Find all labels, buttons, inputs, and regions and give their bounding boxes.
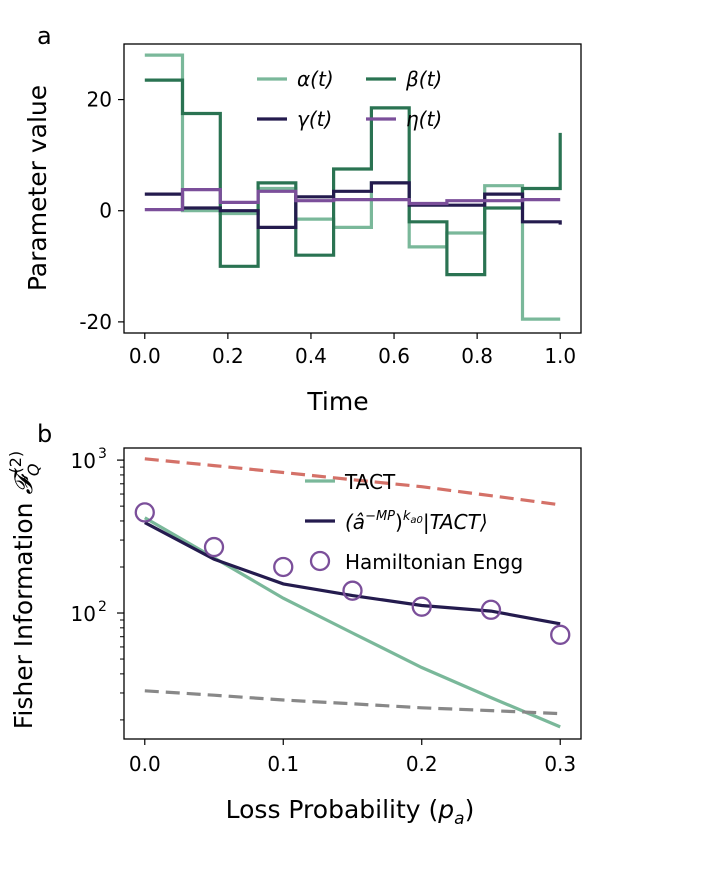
- a-xtick-label: 0.0: [129, 344, 161, 368]
- panel-a-legend: α(t) β(t) γ(t) η(t): [257, 67, 442, 131]
- b-marker-2: [273, 556, 294, 578]
- panel-a-frame: [123, 43, 582, 334]
- a-series-line-3: [144, 188, 561, 212]
- xlabel-text: Loss Probability (: [226, 795, 439, 824]
- xlabel-pa-base: p: [437, 795, 454, 824]
- a-xtick-label: 1.0: [544, 344, 576, 368]
- b-legend-label: (â−MP)ka0|TACT⟩: [345, 509, 488, 534]
- a-legend-label: β(t): [405, 67, 442, 91]
- ylabel-sup: (2): [6, 451, 25, 474]
- a-xtick-label: 0.2: [212, 344, 244, 368]
- panel-a-label: a: [37, 22, 52, 50]
- b-ytick-exponent: 2: [98, 599, 107, 615]
- b-marker-2: [550, 624, 571, 645]
- a-xtick-label: 0.4: [295, 344, 327, 368]
- b-series-line-3: [144, 457, 561, 507]
- b-legend-label: Hamiltonian Engg: [345, 550, 523, 574]
- legend-b-sup1: −MP: [365, 509, 395, 524]
- a-legend-label: η(t): [406, 107, 442, 131]
- b-ytick-exponent: 3: [98, 446, 107, 462]
- b-xtick-label: 0.3: [544, 752, 576, 776]
- panel-a-ylabel: Parameter value: [23, 85, 52, 291]
- b-marker-2: [480, 599, 502, 620]
- b-marker-2: [203, 536, 225, 558]
- b-marker-2: [342, 580, 363, 601]
- a-xtick-label: 0.6: [378, 344, 410, 368]
- a-series-line-2: [144, 181, 562, 229]
- a-ytick-label: 0: [99, 199, 112, 223]
- b-legend-marker: [309, 550, 331, 572]
- b-marker-2: [411, 596, 432, 617]
- a-series-line-1: [144, 78, 562, 277]
- panel-b-legend: TACT (â−MP)ka0|TACT⟩ Hamiltonian Engg: [305, 470, 523, 574]
- b-series-line-1: [144, 521, 561, 626]
- a-legend-label: α(t): [297, 67, 334, 91]
- b-marker-2: [134, 502, 155, 523]
- legend-b-sup2: k: [403, 509, 411, 524]
- b-series-line-4: [144, 689, 561, 716]
- legend-b-mid: ): [395, 510, 403, 534]
- ylabel-text: Fisher Information: [9, 495, 38, 730]
- xlabel-close: ): [465, 795, 475, 824]
- panel-b-ylabel: Fisher Information 𝓕Q(2): [6, 451, 43, 729]
- a-ytick-label: -20: [79, 310, 112, 334]
- xlabel-pa-sub: a: [454, 809, 464, 829]
- b-ytick-label: 10: [71, 449, 96, 473]
- a-ytick-label: 20: [87, 88, 112, 112]
- legend-b-ket: |TACT⟩: [423, 510, 488, 534]
- panel-b-label: b: [37, 420, 52, 448]
- panel-b-xlabel: Loss Probability (pa): [226, 795, 475, 829]
- a-series-line-0: [144, 53, 561, 321]
- b-xtick-label: 0.1: [267, 752, 299, 776]
- a-legend-label: γ(t): [297, 107, 332, 131]
- panel-a: a 0.0 0.2 0.4 0.6 0.8 1.0 20 0 -20 Time Paramete…: [23, 22, 582, 416]
- panel-a-ticks: 0.0 0.2 0.4 0.6 0.8 1.0 20 0 -20: [79, 88, 576, 368]
- a-xtick-label: 0.8: [461, 344, 493, 368]
- b-xtick-label: 0.2: [406, 752, 438, 776]
- ylabel-sub: Q: [24, 463, 43, 476]
- b-legend-label: TACT: [344, 470, 396, 494]
- panel-b-series: [134, 457, 571, 729]
- panel-b-frame: [123, 447, 582, 740]
- legend-b-base: (â: [345, 510, 365, 534]
- panel-a-series: [144, 53, 562, 321]
- panel-a-xlabel: Time: [306, 387, 368, 416]
- legend-b-sup2-sub: a0: [410, 515, 423, 526]
- b-xtick-label: 0.0: [129, 752, 161, 776]
- b-ytick-label: 10: [71, 602, 96, 626]
